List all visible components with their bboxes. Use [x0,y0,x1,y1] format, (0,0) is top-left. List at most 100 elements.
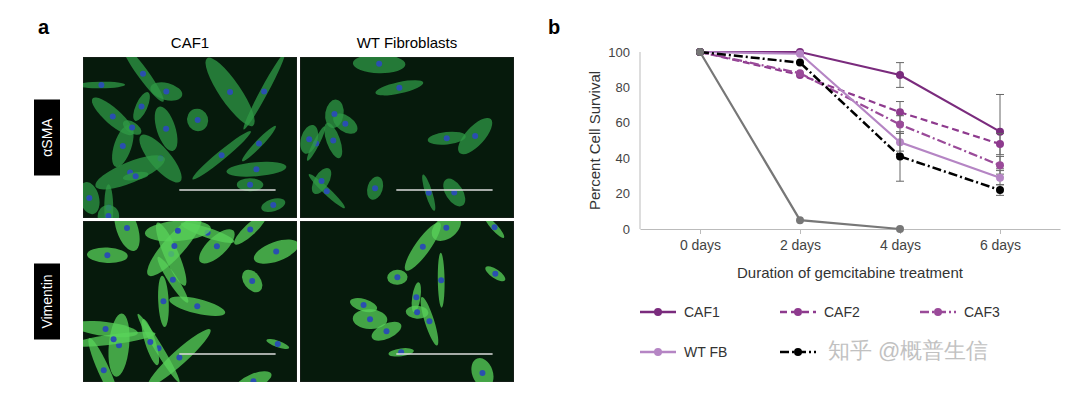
nucleus [383,328,389,334]
nucleus [86,195,92,201]
cell [84,336,123,382]
cell [374,77,424,99]
y-axis-title: Percent Cell Survival [586,71,603,210]
nucleus [438,277,444,283]
legend-marker [794,348,802,356]
cell [238,266,267,296]
legend-entry [780,348,816,356]
error-bar [996,171,1004,185]
point [796,59,804,67]
point [896,108,904,116]
scale-bar [179,189,275,191]
plot-area [696,48,1004,233]
series-line [700,52,900,229]
cell [388,347,414,358]
legend-label: CAF3 [964,304,1000,320]
nucleus [396,85,402,91]
cell [300,123,321,156]
legend-entry: CAF2 [780,304,860,320]
point [896,225,904,233]
micrograph [83,57,297,218]
nucleus [249,278,255,284]
nucleus [420,244,426,250]
cell [190,128,254,183]
cell [233,367,274,382]
cell [352,308,388,330]
row-label: αSMA [39,118,55,157]
y-tick-label: 60 [616,115,630,130]
panel-label: a [38,16,50,38]
nucleus [330,137,336,143]
legend-entry: WT FB [640,344,727,360]
scale-bar [179,353,275,355]
nucleus [195,117,201,123]
y-tick-label: 0 [623,222,630,237]
nucleus [227,89,233,95]
nucleus [133,173,139,179]
error-bar-cap [896,62,904,63]
point [896,121,904,129]
cell [453,113,498,160]
y-tick: 20 [616,186,640,201]
point [696,48,704,56]
cell [144,324,215,382]
nucleus [129,125,135,131]
nucleus [163,88,169,94]
error-bar [996,185,1004,196]
nucleus [160,298,166,304]
cell [364,175,386,202]
nucleus [110,113,116,119]
cell [83,81,125,88]
cell [92,149,169,196]
legend-label: WT FB [684,344,727,360]
y-axis: 020406080100 [608,45,640,237]
micrograph [300,221,514,382]
error-bar [896,116,904,134]
nucleus [331,111,337,117]
cell [323,98,345,129]
cell [240,57,288,131]
x-tick: 6 days [980,229,1021,253]
nucleus [444,135,450,141]
nucleus [414,309,420,315]
point [696,48,704,56]
error-bar-cap [896,115,904,116]
x-axis: 0 days2 days4 days6 days [641,229,1061,253]
scale-bar [396,353,492,355]
nucleus [367,316,373,322]
nucleus [140,71,146,77]
nucleus [270,202,276,208]
point [796,69,804,77]
legend-entry: CAF3 [920,304,1000,320]
nucleus [361,302,367,308]
y-axis-line [640,52,641,229]
nucleus [324,188,330,194]
nucleus [443,225,449,231]
error-bar-cap [896,131,904,132]
cell [144,221,212,244]
nucleus [250,378,256,382]
nucleus [275,341,281,347]
y-tick: 80 [616,80,640,95]
nucleus [98,82,104,88]
cell [405,305,428,319]
nucleus [139,104,145,110]
cell [427,221,466,246]
panel-label: b [548,16,560,38]
nucleus [479,370,485,376]
nucleus [256,141,262,147]
error-bar-cap [996,195,1004,196]
error-bar-cap [996,184,1004,185]
row-label: Vimentin [39,274,55,328]
cell [387,269,408,285]
legend-marker [794,308,802,316]
x-tick-mark [1000,229,1001,234]
cell [106,313,132,378]
point [696,48,704,56]
series-line [700,52,1000,190]
point [696,48,704,56]
nucleus [247,227,253,233]
error-bar-cap [996,170,1004,171]
error-bar-cap [996,94,1004,95]
point [996,174,1004,182]
